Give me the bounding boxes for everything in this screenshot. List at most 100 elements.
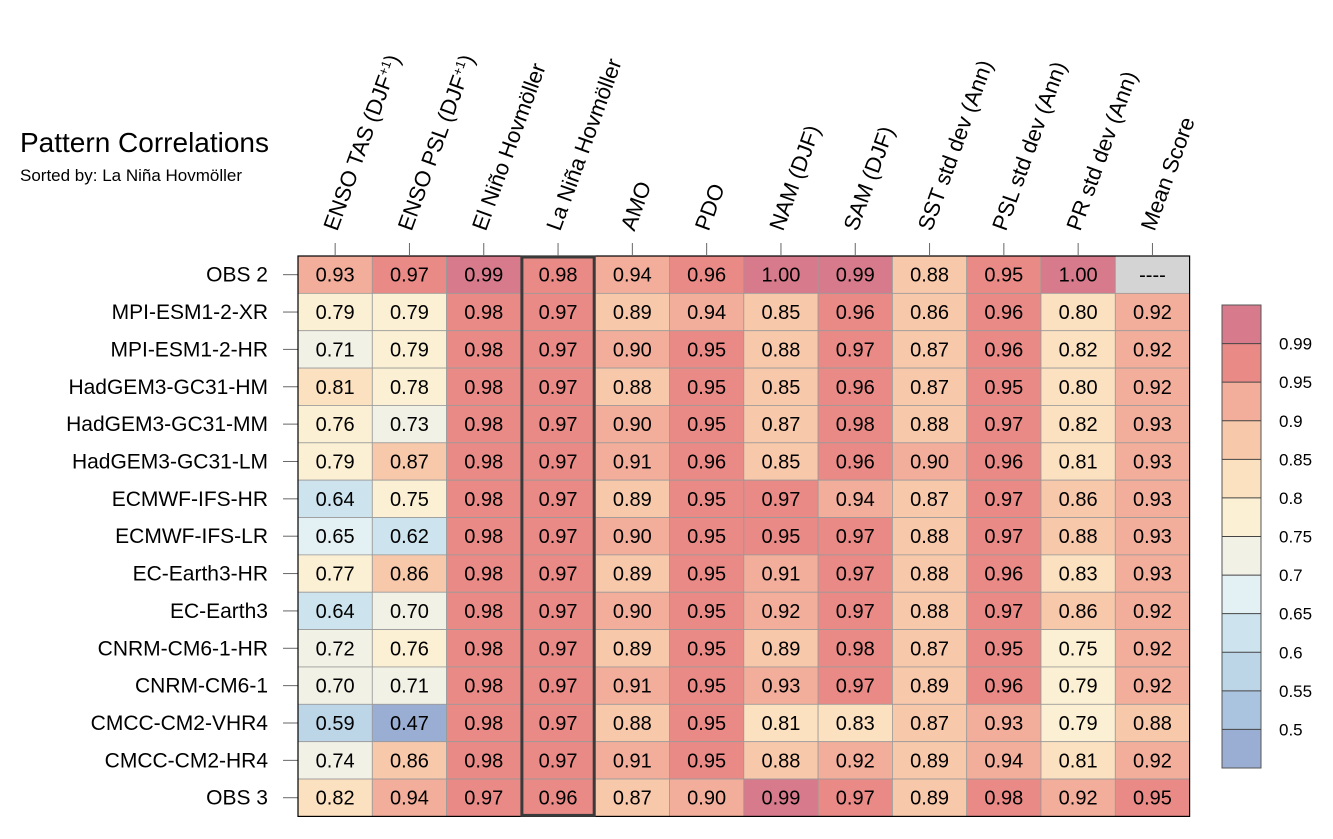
cell-value-label: 0.87 (910, 489, 949, 511)
cell-value-label: 0.87 (613, 788, 652, 810)
cell-value-label: 0.93 (761, 676, 800, 698)
cell-value-label: 0.98 (464, 713, 503, 735)
cell-value-label: 0.62 (390, 526, 429, 548)
column-label: PDO (690, 180, 730, 233)
heatmap-cell (669, 330, 745, 369)
cell-value-label: 0.98 (464, 451, 503, 473)
heatmap-cell (446, 778, 522, 817)
colorbar-tick-label: 0.9 (1279, 412, 1303, 431)
heatmap-cell (371, 741, 447, 780)
cell-value-label: 0.96 (687, 451, 726, 473)
heatmap-cell (594, 405, 670, 444)
heatmap-cell (1040, 367, 1116, 406)
heatmap-cell (817, 292, 893, 332)
cell-value-label: 0.47 (390, 713, 429, 735)
column-label: SAM (DJF) (838, 123, 899, 234)
cell-value-label: 0.85 (761, 377, 800, 399)
heatmap-cell (297, 591, 373, 630)
cell-value-label: 0.76 (390, 638, 429, 660)
heatmap-cell (446, 517, 522, 556)
colorbar-tick-label: 0.5 (1279, 720, 1303, 739)
cell-value-label: 0.88 (761, 750, 800, 772)
cell-value-label: 0.97 (836, 339, 875, 361)
cell-value-label: 0.88 (613, 377, 652, 399)
cell-value-label: 0.94 (836, 489, 875, 511)
heatmap-cell (966, 741, 1042, 780)
cell-value-label: 0.88 (910, 414, 949, 436)
cell-value-label: 0.92 (1133, 601, 1172, 623)
heatmap-cell (297, 703, 373, 743)
cell-value-label: 0.88 (910, 601, 949, 623)
colorbar-segment (1222, 613, 1261, 653)
heatmap-cell (1040, 666, 1116, 705)
cell-value-label: 0.82 (1059, 414, 1098, 436)
cell-value-label: 0.99 (836, 265, 875, 287)
heatmap-cell (520, 479, 596, 518)
heatmap-cell (743, 741, 819, 780)
cell-value-label: 0.97 (539, 377, 578, 399)
heatmap-cell (817, 479, 893, 518)
cell-value-label: 0.95 (687, 638, 726, 660)
cell-value-label: 0.95 (687, 414, 726, 436)
cell-value-label: 0.99 (464, 265, 503, 287)
heatmap-cell (966, 255, 1042, 294)
row-label: MPI-ESM1-2-XR (112, 301, 268, 324)
colorbar-tick-label: 0.6 (1279, 643, 1303, 662)
cell-value-label: 0.82 (316, 788, 355, 810)
colorbar-tick-label: 0.75 (1279, 528, 1312, 547)
cell-value-label: 0.92 (1133, 638, 1172, 660)
heatmap-cell (297, 666, 373, 705)
cell-value-label: 0.97 (836, 601, 875, 623)
cell-value-label: 0.79 (390, 302, 429, 324)
cell-value-label: 0.74 (316, 750, 355, 772)
heatmap-cell (1114, 741, 1191, 780)
heatmap-cell (594, 591, 670, 630)
cell-value-label: 0.76 (316, 414, 355, 436)
cell-value-label: 0.98 (836, 414, 875, 436)
cell-value-label: 0.95 (687, 489, 726, 511)
cell-value-label: 0.91 (761, 564, 800, 586)
heatmap-cell (669, 405, 745, 444)
cell-value-label: 0.97 (539, 750, 578, 772)
heatmap-cell (371, 554, 447, 593)
heatmap-cell (1040, 442, 1116, 481)
heatmap-cell (371, 292, 447, 332)
heatmap-cell (594, 629, 670, 668)
cell-value-label: 0.98 (464, 750, 503, 772)
cell-value-label: 0.96 (984, 339, 1023, 361)
cell-value-label: 0.98 (464, 676, 503, 698)
cell-value-label: 0.97 (984, 526, 1023, 548)
colorbar-segment (1222, 729, 1261, 768)
cell-value-label: 0.78 (390, 377, 429, 399)
column-label: NAM (DJF) (764, 122, 825, 234)
cell-value-label: 0.95 (984, 377, 1023, 399)
cell-value-label: 0.97 (539, 489, 578, 511)
cell-value-label: 0.79 (316, 451, 355, 473)
cell-value-label: 0.77 (316, 564, 355, 586)
cell-value-label: ---- (1139, 265, 1166, 287)
heatmap-cell (743, 666, 819, 705)
heatmap-cell (520, 666, 596, 705)
heatmap-cell (446, 442, 522, 481)
cell-value-label: 0.96 (836, 302, 875, 324)
heatmap-cell (371, 778, 447, 817)
column-label: La Niña Hovmöller (541, 55, 626, 234)
cell-value-label: 0.86 (910, 302, 949, 324)
cell-value-label: 0.81 (1059, 451, 1098, 473)
heatmap-cell (297, 367, 373, 406)
heatmap-cell (446, 741, 522, 780)
sorted-column-highlight (520, 255, 596, 817)
heatmap-cell (966, 778, 1042, 817)
cell-value-label: 0.97 (539, 564, 578, 586)
heatmap-cell (743, 367, 819, 406)
cell-value-label: 0.98 (464, 564, 503, 586)
cell-value-label: 0.93 (1133, 526, 1172, 548)
colorbar-segment (1222, 459, 1261, 498)
heatmap-cell (743, 292, 819, 332)
heatmap-cell (594, 292, 670, 332)
cell-value-label: 0.72 (316, 638, 355, 660)
heatmap-cell (371, 591, 447, 630)
title-block: Pattern Correlations Sorted by: La Niña … (20, 126, 269, 186)
cell-value-label: 0.97 (464, 788, 503, 810)
heatmap-cell (669, 741, 745, 780)
